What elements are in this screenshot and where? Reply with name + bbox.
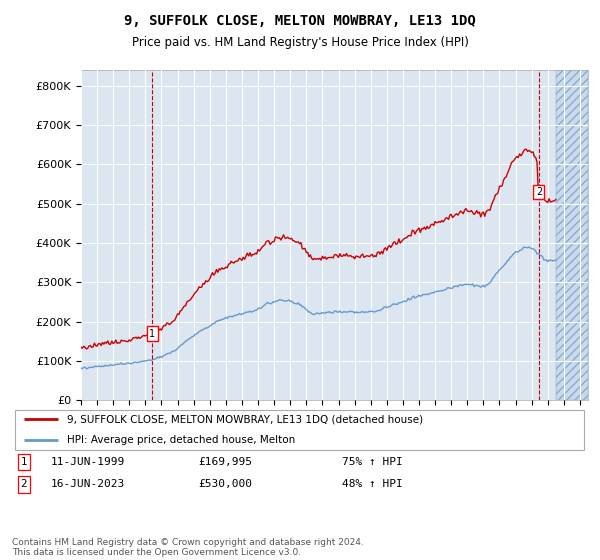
Text: HPI: Average price, detached house, Melton: HPI: Average price, detached house, Melt… [67,435,295,445]
Text: 9, SUFFOLK CLOSE, MELTON MOWBRAY, LE13 1DQ: 9, SUFFOLK CLOSE, MELTON MOWBRAY, LE13 1… [124,14,476,28]
Text: 2: 2 [536,187,542,197]
Bar [556,70,588,400]
Text: 9, SUFFOLK CLOSE, MELTON MOWBRAY, LE13 1DQ (detached house): 9, SUFFOLK CLOSE, MELTON MOWBRAY, LE13 1… [67,414,423,424]
Text: 2: 2 [20,479,28,489]
Text: 1: 1 [149,329,155,339]
Text: 11-JUN-1999: 11-JUN-1999 [51,457,125,467]
Text: Contains HM Land Registry data © Crown copyright and database right 2024.
This d: Contains HM Land Registry data © Crown c… [12,538,364,557]
Text: Price paid vs. HM Land Registry's House Price Index (HPI): Price paid vs. HM Land Registry's House … [131,36,469,49]
Text: 75% ↑ HPI: 75% ↑ HPI [342,457,403,467]
Text: £530,000: £530,000 [198,479,252,489]
FancyBboxPatch shape [15,410,584,450]
Text: 1: 1 [20,457,28,467]
Text: £169,995: £169,995 [198,457,252,467]
Bar [556,70,588,400]
Text: 16-JUN-2023: 16-JUN-2023 [51,479,125,489]
Text: 48% ↑ HPI: 48% ↑ HPI [342,479,403,489]
